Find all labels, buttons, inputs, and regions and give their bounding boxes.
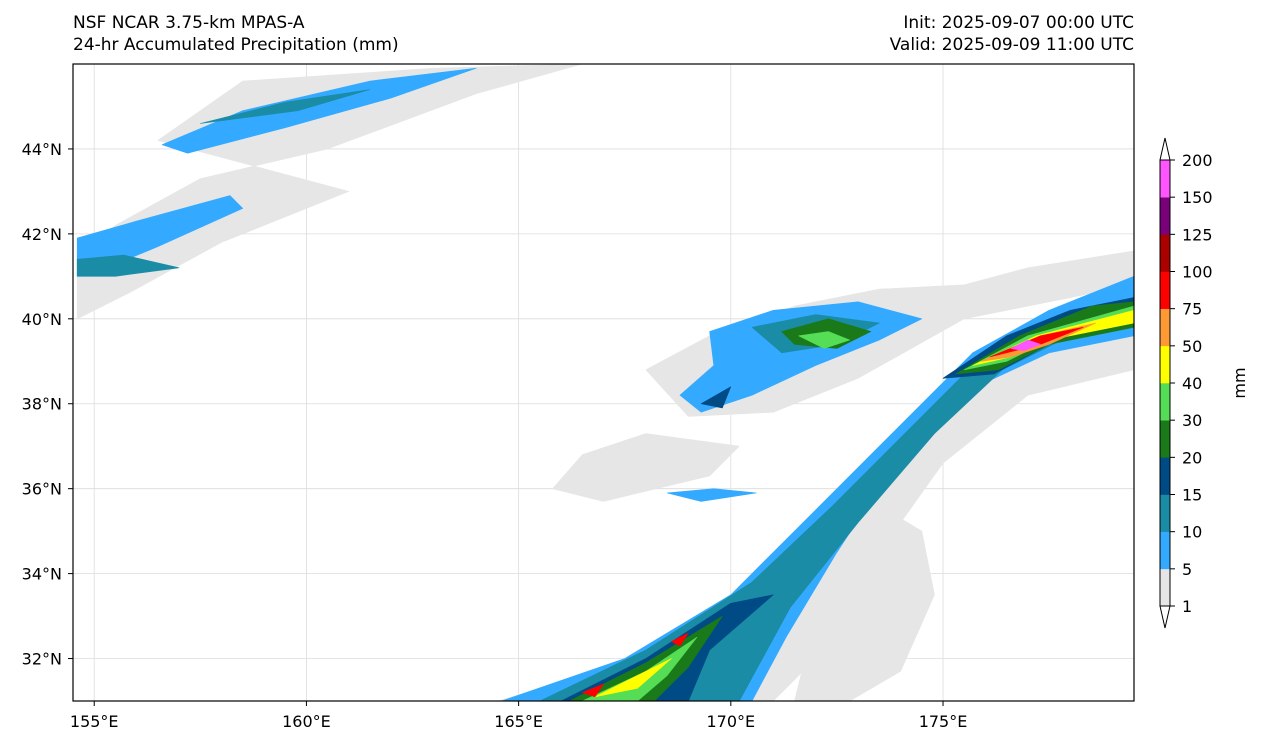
precip-area xyxy=(76,254,180,277)
precip-area xyxy=(200,89,371,124)
colorbar-extend-max xyxy=(1159,137,1171,161)
lat-tick-label: 38°N xyxy=(22,395,62,414)
colorbar-tick-label: 50 xyxy=(1182,337,1202,356)
colorbar-swatch xyxy=(1160,568,1170,607)
title-variable: 24-hr Accumulated Precipitation (mm) xyxy=(73,35,399,55)
lon-tick-label: 170°E xyxy=(706,712,755,731)
colorbar-tick-label: 200 xyxy=(1182,151,1213,170)
colorbar-tick-label: 75 xyxy=(1182,300,1202,319)
chart-title: NSF NCAR 3.75-km MPAS-A 24-hr Accumulate… xyxy=(73,12,399,56)
lon-tick-label: 160°E xyxy=(282,712,331,731)
colorbar-swatch xyxy=(1160,160,1170,198)
precip-area xyxy=(594,658,672,698)
precip-area xyxy=(560,594,774,701)
colorbar-tick-label: 40 xyxy=(1182,374,1202,393)
precip-area xyxy=(671,632,689,647)
colorbar-swatch xyxy=(1160,234,1170,272)
colorbar-extend-min xyxy=(1159,605,1171,629)
colorbar-swatch xyxy=(1160,383,1170,421)
lat-tick-label: 40°N xyxy=(22,310,62,329)
colorbar-swatch xyxy=(1160,271,1170,309)
colorbar-swatch xyxy=(1160,420,1170,458)
precip-area xyxy=(581,636,698,701)
lon-axis: 155°E 160°E 165°E 170°E 175°E xyxy=(70,701,967,731)
precip-area xyxy=(798,331,851,349)
precip-area xyxy=(700,386,732,409)
precip-area xyxy=(161,67,477,154)
lat-tick-label: 34°N xyxy=(22,565,62,584)
colorbar-tick-label: 150 xyxy=(1182,188,1213,207)
precip-area xyxy=(552,433,740,502)
colorbar-swatch xyxy=(1160,531,1170,570)
colorbar-swatch xyxy=(1160,308,1170,347)
colorbar-swatch xyxy=(1160,345,1170,384)
title-model: NSF NCAR 3.75-km MPAS-A xyxy=(73,13,305,33)
colorbar-swatch xyxy=(1160,457,1170,495)
map-frame xyxy=(72,63,1135,702)
colorbar-tick-label: 1 xyxy=(1182,597,1192,616)
precip-area xyxy=(539,297,1134,701)
precip-area xyxy=(1010,339,1041,352)
lon-tick-label: 165°E xyxy=(494,712,543,731)
lat-tick-label: 32°N xyxy=(22,650,62,669)
colorbar-swatch xyxy=(1160,494,1170,532)
lon-tick-label: 175°E xyxy=(919,712,968,731)
precip-area xyxy=(581,683,604,698)
colorbar-swatch xyxy=(1160,197,1170,235)
lat-tick-label: 36°N xyxy=(22,480,62,499)
precip-area xyxy=(666,488,757,502)
colorbar-tick-label: 100 xyxy=(1182,263,1213,282)
lat-axis: 32°N 34°N 36°N 38°N 40°N 42°N 44°N xyxy=(22,140,73,669)
colorbar-tick-label: 20 xyxy=(1182,448,1202,467)
chart-times: Init: 2025-09-07 00:00 UTC Valid: 2025-0… xyxy=(890,12,1134,56)
colorbar-tick-label: 125 xyxy=(1182,225,1213,244)
colorbar-tick-label: 15 xyxy=(1182,486,1202,505)
colorbar-tick-label: 30 xyxy=(1182,411,1202,430)
lon-tick-label: 155°E xyxy=(70,712,119,731)
precip-field xyxy=(76,64,1134,701)
lat-tick-label: 44°N xyxy=(22,140,62,159)
colorbar-tick-label: 10 xyxy=(1182,523,1202,542)
valid-time: Valid: 2025-09-09 11:00 UTC xyxy=(889,35,1134,55)
init-time: Init: 2025-09-07 00:00 UTC xyxy=(903,13,1134,33)
colorbar-unit: mm xyxy=(1230,367,1249,398)
colorbar-tick-label: 5 xyxy=(1182,560,1192,579)
lat-tick-label: 42°N xyxy=(22,225,62,244)
